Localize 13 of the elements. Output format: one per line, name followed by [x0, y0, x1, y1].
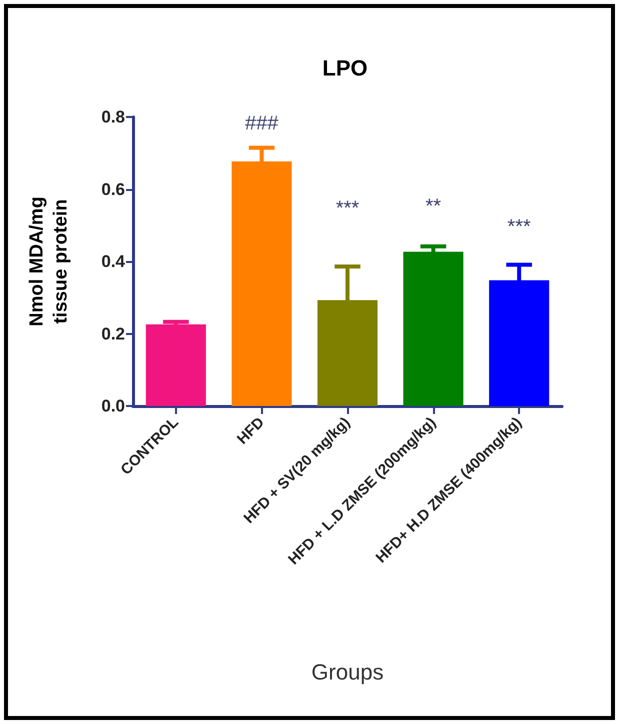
chart-title: LPO	[322, 56, 368, 80]
y-tick-label: 0.6	[101, 180, 125, 199]
annotation: **	[426, 195, 442, 218]
y-tick-label: 0.0	[101, 396, 125, 416]
y-tick-label: 0.8	[101, 108, 125, 126]
y-tick-label: 0.4	[101, 252, 126, 271]
y-tick-label: 0.2	[101, 324, 125, 344]
y-axis-title: Nmol MDA/mg tissue protein	[26, 196, 72, 326]
annotation: ###	[245, 112, 280, 135]
annotation: ***	[507, 216, 531, 238]
bar	[146, 324, 206, 406]
annotation: ***	[336, 198, 360, 220]
x-axis-title: Groups	[311, 660, 384, 684]
